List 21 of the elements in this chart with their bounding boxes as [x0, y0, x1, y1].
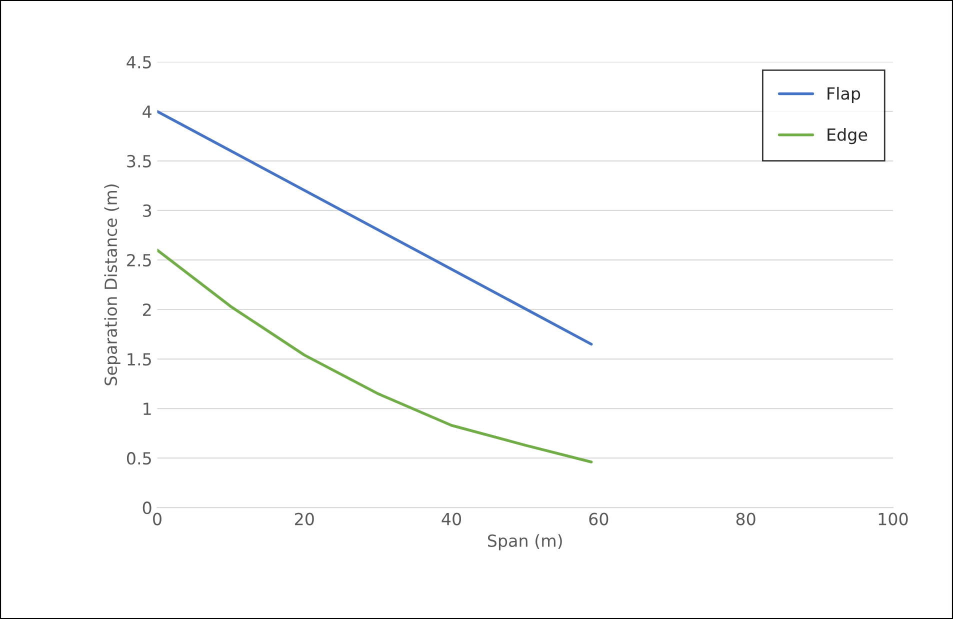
x-tick-label: 40 [442, 512, 462, 526]
y-tick-label: 2.5 [127, 254, 151, 267]
legend-label: Edge [828, 128, 868, 144]
y-tick-label: 0.5 [126, 452, 151, 465]
x-tick-label: 100 [878, 512, 908, 526]
x-axis-title: Span (m) [488, 534, 562, 550]
y-axis-title: Separation Distance (m) [104, 184, 120, 386]
y-tick-label: 4.5 [126, 56, 151, 68]
y-tick-label: 0 [142, 502, 152, 514]
line-series [157, 248, 593, 464]
y-tick-label: 3.5 [127, 154, 151, 168]
y-tick-label: 2 [143, 303, 151, 316]
legend-label: Flap [828, 86, 860, 104]
y-tick-label: 4 [142, 106, 152, 118]
x-tick-label: 80 [736, 512, 756, 526]
x-tick-label: 60 [589, 512, 608, 526]
x-tick-label: 20 [295, 512, 314, 526]
y-tick-label: 1 [144, 402, 151, 415]
y-tick-label: 1.5 [128, 353, 151, 366]
y-tick-label: 3 [143, 204, 152, 218]
x-tick-label: 0 [153, 512, 162, 526]
